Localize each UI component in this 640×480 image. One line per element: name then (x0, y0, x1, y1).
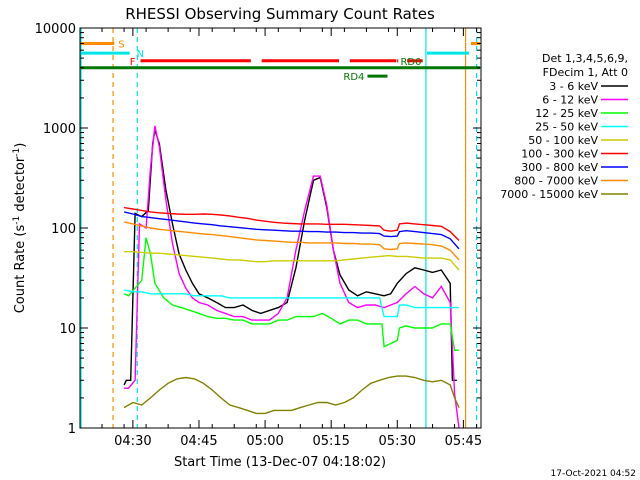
legend-header: Det 1,3,4,5,6,9, (542, 52, 628, 65)
y-tick-label: 10000 (35, 22, 76, 37)
y-axis: 1 10 100 1000 10000 (35, 22, 481, 437)
x-axis: 04:30 04:45 05:00 05:15 05:30 05:45 (79, 28, 482, 449)
series-line (123, 211, 460, 250)
series-line (124, 125, 460, 429)
x-tick-label: 05:30 (379, 434, 416, 449)
series-lines (123, 125, 460, 429)
state-bars: S NF RD0 RD4 (81, 39, 480, 83)
legend-entry-label: 300 - 800 keV (521, 161, 598, 174)
x-tick-label: 05:15 (312, 434, 349, 449)
y-axis-label-sup1: -1 (12, 216, 22, 225)
y-tick-label: 1 (68, 422, 76, 437)
y-axis-label-sup2: -1 (12, 148, 22, 157)
series-line (123, 221, 460, 261)
y-tick-label: 10 (59, 322, 76, 337)
x-axis-label: Start Time (13-Dec-07 04:18:02) (174, 455, 386, 470)
series-line (123, 206, 460, 241)
x-tick-label: 05:00 (246, 434, 283, 449)
legend-entry-label: 100 - 300 keV (521, 148, 598, 161)
legend-header: FDecim 1, Att 0 (543, 66, 628, 79)
state-bar-label: RD4 (343, 72, 364, 83)
x-tick-label: 04:45 (180, 434, 217, 449)
state-bar-label: N (137, 49, 144, 60)
x-tick-label: 04:30 (114, 434, 151, 449)
legend-entry-label: 50 - 100 keV (528, 134, 598, 147)
y-tick-label: 100 (51, 222, 76, 237)
legend-entry-label: 800 - 7000 keV (514, 175, 598, 188)
legend-entry-label: 25 - 50 keV (535, 121, 598, 134)
x-tick-label: 05:45 (445, 434, 482, 449)
series-line (123, 375, 460, 415)
legend-entry-label: 3 - 6 keV (549, 80, 598, 93)
state-bar-label: S (118, 39, 124, 50)
state-bar-label: F (130, 57, 136, 68)
series-line (123, 289, 459, 318)
timestamp-label: 17-Oct-2021 04:52 (551, 469, 636, 479)
legend-entry-label: 6 - 12 keV (542, 94, 598, 107)
legend-entry-label: 12 - 25 keV (535, 107, 598, 120)
y-tick-label: 1000 (43, 122, 76, 137)
series-line (124, 250, 460, 271)
legend-entry-label: 7000 - 15000 keV (500, 188, 598, 201)
y-axis-label: Count Rate (s-1 detector-1) (12, 143, 28, 314)
chart-title: RHESSI Observing Summary Count Rates (125, 5, 435, 23)
legend: Det 1,3,4,5,6,9,FDecim 1, Att 03 - 6 keV… (500, 52, 628, 201)
state-bar-label: RD0 (400, 57, 421, 68)
series-line (123, 237, 459, 351)
